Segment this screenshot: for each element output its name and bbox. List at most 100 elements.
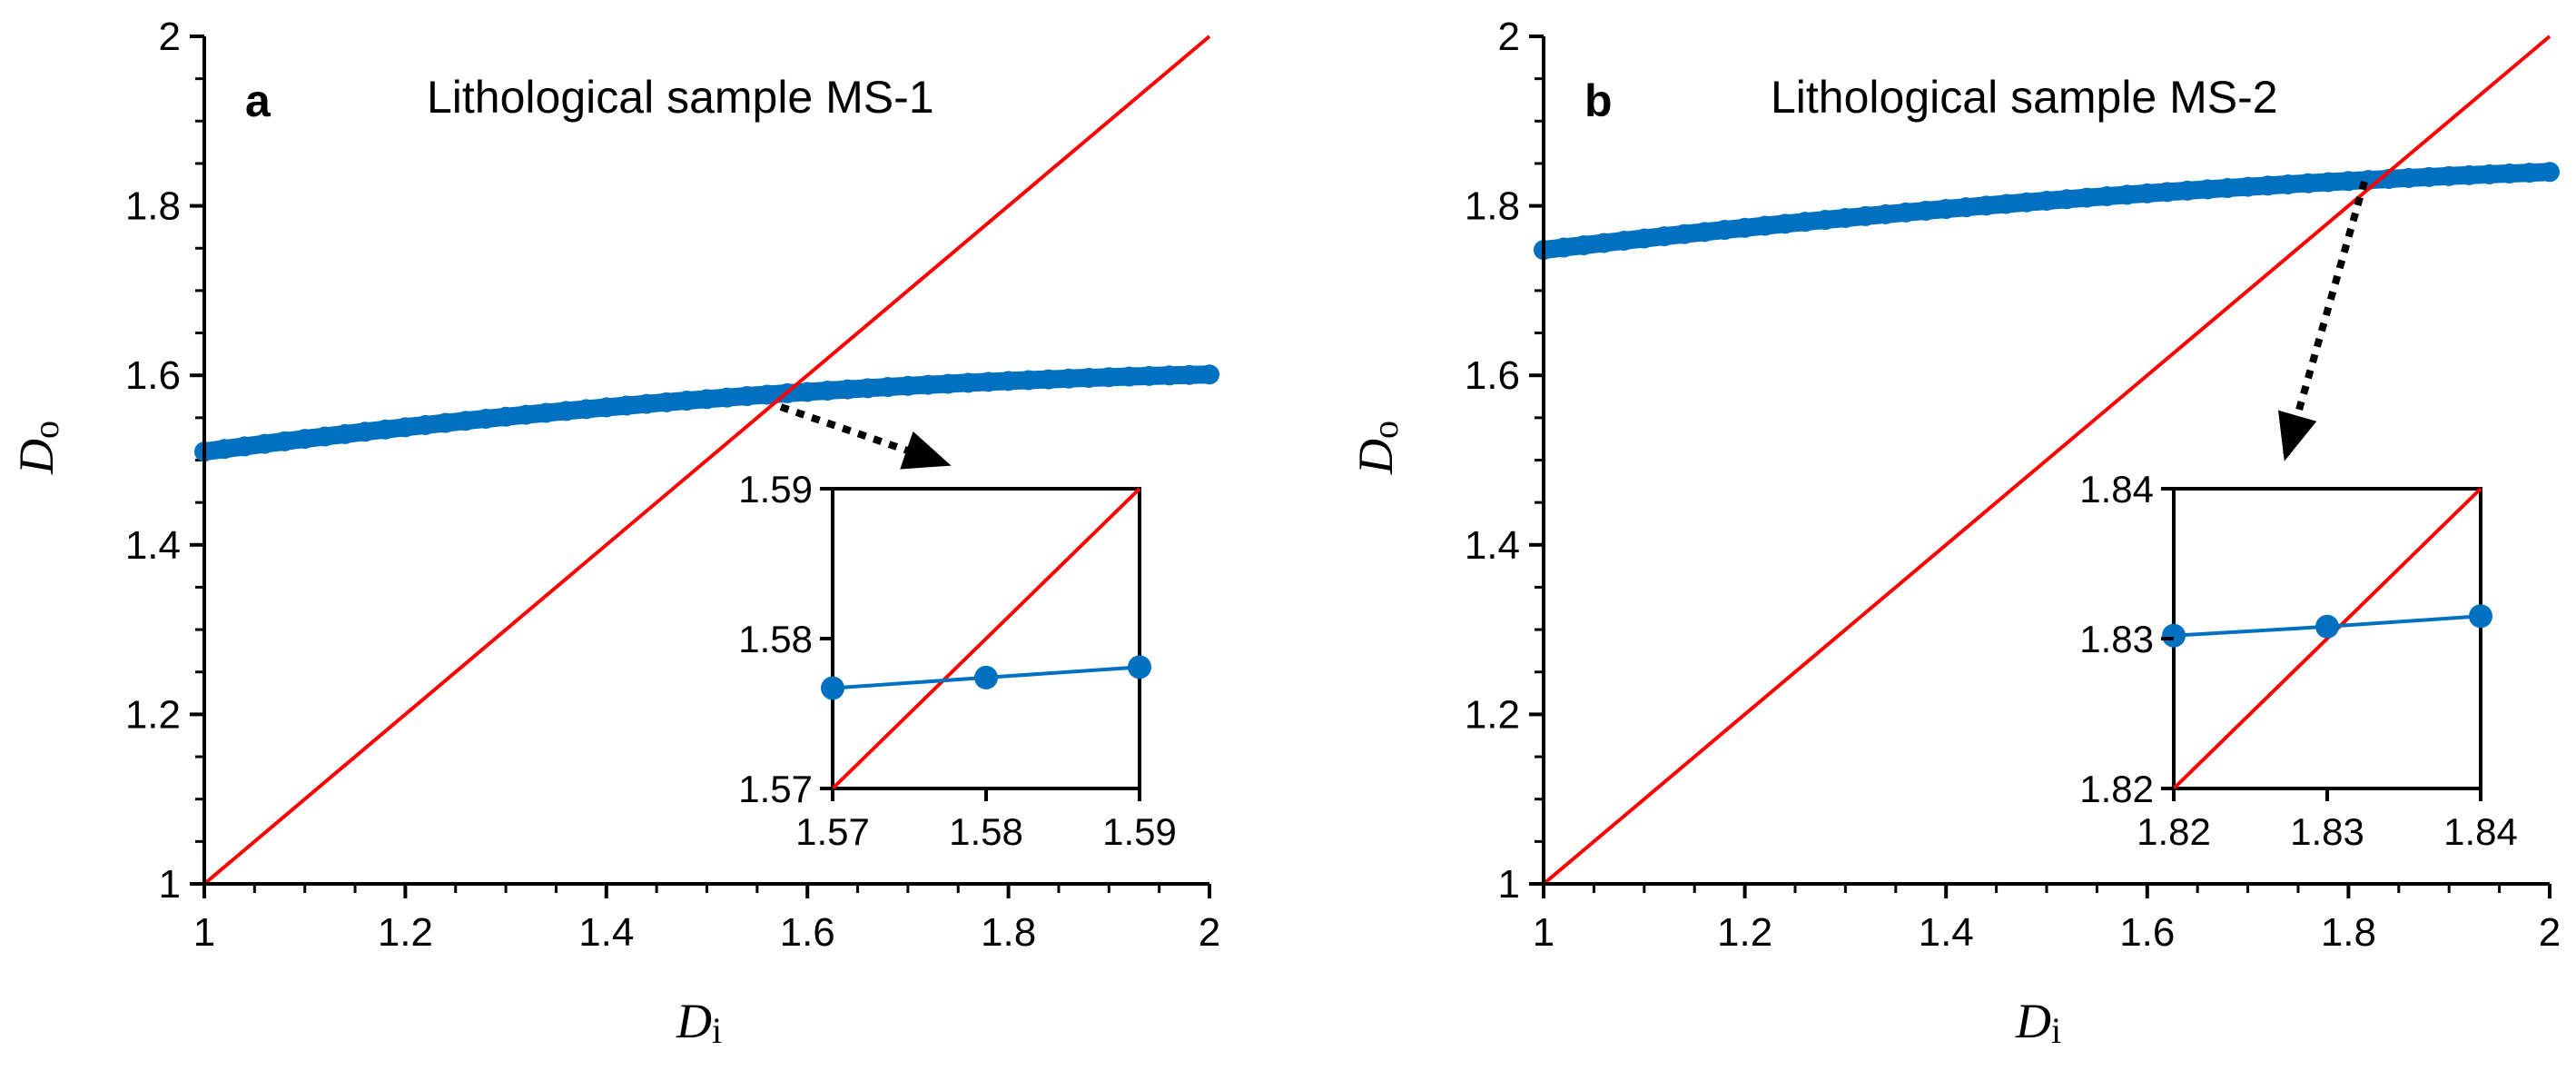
y-tick-label: 1.2 (1465, 692, 1520, 737)
inset-y-tick-label: 1.59 (738, 468, 813, 511)
data-point (2117, 184, 2137, 205)
data-point (696, 389, 717, 410)
data-point (2057, 189, 2078, 210)
data-point (1594, 233, 1614, 253)
data-point (1956, 197, 1977, 218)
data-point (656, 392, 677, 412)
data-point (475, 408, 496, 429)
y-axis-label: Do (1348, 421, 1406, 475)
panel-b: b Lithological sample MS-2 Di Do 1 1.2 1.4… (1348, 15, 2561, 1051)
inset-x-tick-label: 1.82 (2137, 810, 2211, 853)
data-point (2298, 173, 2319, 193)
inset-identity-line (2172, 487, 2482, 790)
inset-y-tick-label: 1.83 (2079, 618, 2154, 660)
data-point (1774, 213, 1795, 234)
data-point (2016, 192, 2037, 213)
data-point (756, 384, 777, 405)
zoom-arrow (779, 403, 946, 467)
y-tick-label: 1.4 (1465, 523, 1520, 568)
y-tick-label: 1.2 (125, 692, 181, 737)
inset-data-point (2469, 604, 2492, 629)
data-point (274, 431, 295, 451)
inset-data-point (2315, 614, 2339, 639)
panel-title: Lithological sample MS-1 (427, 72, 934, 123)
data-point (1855, 205, 1876, 226)
y-tick-label: 1.4 (125, 523, 181, 568)
data-point (2318, 172, 2339, 193)
inset-x-tick-label: 1.58 (949, 810, 1023, 853)
x-tick-label: 1 (193, 910, 215, 955)
data-point (1199, 364, 1219, 385)
data-point (716, 387, 737, 408)
data-point (938, 373, 959, 394)
data-point (1633, 228, 1654, 249)
inset-y-tick-label: 1.58 (738, 618, 813, 660)
series-curve (1535, 163, 2559, 260)
data-point (415, 414, 436, 435)
data-point (1018, 370, 1039, 391)
x-axis-label: Di (2015, 994, 2061, 1051)
data-point (294, 429, 315, 450)
plot-marks (194, 35, 1219, 886)
inset-y-tick-label: 1.84 (2079, 468, 2154, 511)
data-point (2037, 191, 2057, 212)
y-tick-label: 2 (159, 15, 181, 59)
data-point (897, 375, 918, 396)
data-point (797, 382, 818, 402)
zoom-arrow (2283, 180, 2368, 456)
identity-line (202, 35, 1211, 886)
x-tick-label: 1.8 (2321, 910, 2376, 955)
data-point (958, 372, 979, 393)
data-point (2137, 183, 2157, 203)
data-point (817, 381, 838, 402)
inset-data-point (1128, 655, 1151, 679)
data-point (837, 379, 858, 400)
data-point (2197, 179, 2218, 200)
tick-labels: 1 1.2 1.4 1.6 1.8 2 1 1.2 1.4 1.6 1.8 2 (125, 15, 1220, 955)
inset-data-point (2162, 623, 2186, 648)
data-point (314, 426, 335, 447)
data-point (2419, 166, 2440, 187)
data-point (1159, 365, 1179, 386)
data-point (2519, 163, 2540, 183)
panel-letter: a (245, 75, 271, 126)
x-tick-label: 1.4 (1919, 910, 1974, 955)
data-point (596, 397, 617, 418)
data-point (1614, 230, 1634, 251)
data-point (496, 406, 517, 427)
x-tick-label: 1.2 (378, 910, 433, 955)
data-point (2217, 178, 2238, 199)
data-point (1815, 210, 1836, 231)
x-tick-label: 1.6 (2119, 910, 2175, 955)
data-point (1574, 234, 1594, 255)
data-point (2398, 167, 2419, 188)
data-point (1976, 195, 1997, 216)
inset-x-tick-label: 1.57 (795, 810, 870, 853)
panel-letter: b (1584, 75, 1613, 126)
y-tick-label: 1.6 (1465, 353, 1520, 398)
data-point (2177, 180, 2198, 201)
inset-x-tick-label: 1.59 (1102, 810, 1177, 853)
data-point (254, 433, 275, 454)
data-point (435, 412, 456, 433)
data-point (576, 399, 597, 420)
panel-title: Lithological sample MS-2 (1771, 72, 2278, 123)
plot-marks (1534, 35, 2560, 886)
data-point (1059, 368, 1080, 389)
data-point (2540, 162, 2560, 183)
data-point (918, 374, 939, 395)
data-point (1996, 193, 2017, 214)
x-tick-label: 1.2 (1717, 910, 1772, 955)
data-point (676, 391, 697, 412)
inset-y-tick-label: 1.82 (2079, 768, 2154, 810)
data-point (1714, 220, 1735, 241)
data-point (395, 417, 416, 438)
data-point (1554, 237, 1574, 258)
y-axis-label: Do (9, 421, 66, 475)
x-tick-label: 2 (2539, 910, 2561, 955)
data-point (978, 372, 999, 392)
data-point (2077, 187, 2097, 208)
y-tick-label: 1.8 (125, 184, 181, 229)
data-point (1835, 207, 1856, 228)
data-point (1916, 200, 1937, 221)
